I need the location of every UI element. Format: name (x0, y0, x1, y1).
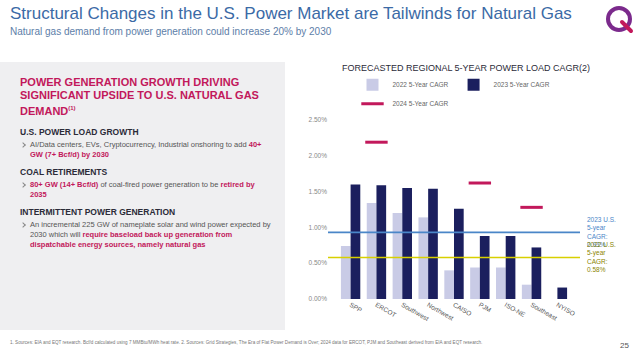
svg-text:2.50%: 2.50% (309, 116, 328, 123)
svg-text:2022 5-Year CAGR: 2022 5-Year CAGR (393, 81, 449, 88)
svg-text:0.50%: 0.50% (309, 259, 328, 266)
svg-text:CAISO: CAISO (452, 301, 473, 317)
html-text:An incremental 225 GW of namep: An incremental 225 GW of nameplate solar… (30, 219, 271, 249)
svg-text:0.00%: 0.00% (309, 295, 328, 302)
html-text:1. Sources: EIA and EQT resear: 1. Sources: EIA and EQT research. Bcf/d … (10, 340, 483, 345)
svg-text:PJM: PJM (478, 301, 493, 314)
html-text:POWER GENERATION GROWTH DRIVIN: POWER GENERATION GROWTH DRIVING SIGNIFIC… (20, 76, 259, 117)
html-text:U.S. POWER LOAD GROWTH: U.S. POWER LOAD GROWTH (20, 126, 139, 137)
svg-text:SPP: SPP (348, 301, 363, 314)
svg-text:1.00%: 1.00% (309, 224, 328, 231)
html-text:COAL RETIREMENTS: COAL RETIREMENTS (20, 166, 108, 177)
html-text:Natural gas demand from power: Natural gas demand from power generation… (10, 26, 332, 37)
svg-text:2023 U.S.5-yearCAGR:0.93%: 2023 U.S.5-yearCAGR:0.93% (587, 216, 616, 248)
svg-text:1.50%: 1.50% (309, 188, 328, 195)
svg-text:Southeast: Southeast (529, 301, 558, 322)
svg-text:ISO-NE: ISO-NE (504, 301, 527, 319)
html-text:INTERMITTENT POWER GENERATION: INTERMITTENT POWER GENERATION (20, 206, 176, 217)
html-text:25: 25 (620, 341, 629, 350)
svg-text:2022 U.S.5-yearCAGR:0.58%: 2022 U.S.5-yearCAGR:0.58% (587, 241, 616, 273)
html-text:AI/Data centers, EVs, Cryptocu: AI/Data centers, EVs, Cryptocurrency, In… (30, 139, 262, 159)
svg-text:ERCOT: ERCOT (374, 301, 397, 318)
svg-text:2023 5-Year CAGR: 2023 5-Year CAGR (494, 81, 550, 88)
svg-text:Southwest: Southwest (400, 301, 430, 322)
html-text:Structural Changes in the U.S.: Structural Changes in the U.S. Power Mar… (10, 4, 572, 23)
svg-text:NYISO: NYISO (555, 301, 576, 317)
svg-text:2.00%: 2.00% (309, 152, 328, 159)
svg-text:Northwest: Northwest (426, 301, 455, 322)
svg-text:FORECASTED REGIONAL 5-YEAR POW: FORECASTED REGIONAL 5-YEAR POWER LOAD CA… (342, 63, 590, 73)
html-text:(1): (1) (68, 105, 76, 111)
svg-text:2024 5-Year CAGR: 2024 5-Year CAGR (393, 100, 449, 107)
html-text:80+ GW (14+ Bcf/d) of coal-fir: 80+ GW (14+ Bcf/d) of coal-fired power g… (30, 179, 255, 199)
